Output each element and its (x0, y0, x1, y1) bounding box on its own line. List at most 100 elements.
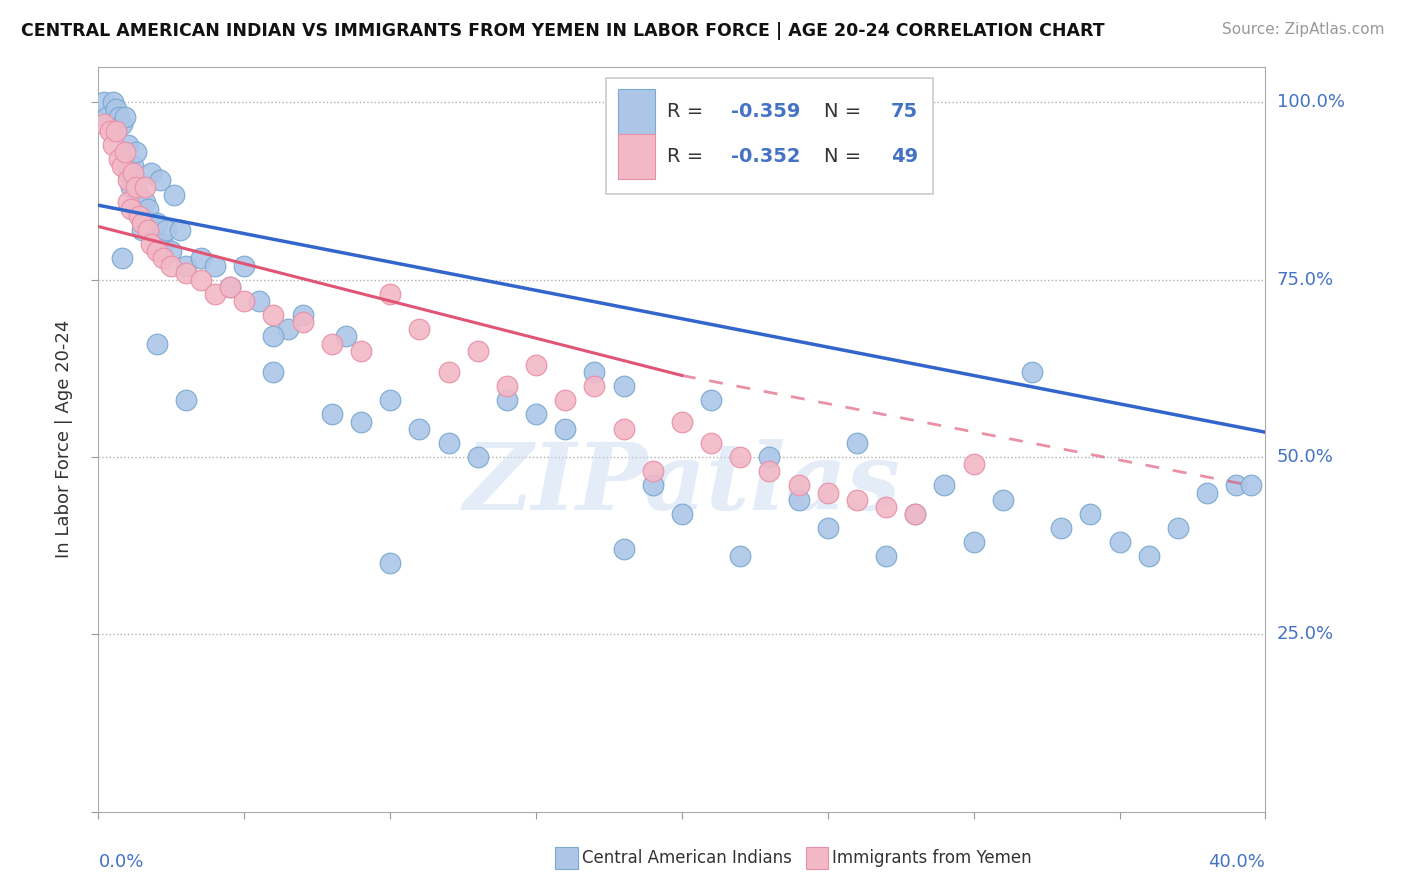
Text: 25.0%: 25.0% (1277, 625, 1334, 643)
Point (120, 180, 142, 194)
Point (1240, 478, 1263, 492)
Text: 75: 75 (891, 102, 918, 121)
Point (149, 173, 172, 187)
Point (467, 450, 489, 464)
Point (104, 103, 127, 117)
Point (962, 457, 984, 471)
Point (554, 393, 576, 408)
Point (128, 187, 150, 202)
Point (111, 252, 134, 266)
Point (671, 507, 693, 521)
FancyBboxPatch shape (617, 89, 655, 134)
Point (125, 180, 148, 194)
Text: N =: N = (824, 102, 868, 121)
Point (122, 166, 145, 180)
Point (291, 308, 314, 322)
Y-axis label: In Labor Force | Age 20-24: In Labor Force | Age 20-24 (55, 320, 73, 558)
Point (817, 521, 839, 535)
Point (233, 293, 256, 308)
Point (1137, 549, 1160, 564)
Point (122, 159, 145, 173)
Point (1167, 521, 1189, 535)
Point (160, 259, 183, 273)
Point (758, 450, 780, 464)
Point (146, 216, 169, 230)
Point (730, 549, 752, 564)
Point (117, 137, 139, 152)
Text: N =: N = (824, 147, 868, 166)
Point (277, 322, 299, 336)
Point (146, 336, 169, 351)
Text: -0.352: -0.352 (731, 147, 800, 166)
Point (671, 415, 693, 429)
Point (163, 187, 186, 202)
Text: 40.0%: 40.0% (1209, 854, 1265, 871)
Point (152, 237, 174, 252)
Point (437, 365, 460, 379)
Point (875, 500, 897, 514)
Point (136, 202, 159, 216)
Point (496, 379, 519, 393)
Point (524, 408, 547, 422)
Point (904, 507, 927, 521)
Point (846, 435, 869, 450)
Text: R =: R = (666, 102, 709, 121)
Point (524, 358, 547, 372)
Point (787, 492, 810, 507)
Point (134, 194, 156, 209)
Point (321, 408, 343, 422)
Point (262, 329, 284, 343)
Point (174, 266, 197, 280)
Point (93, 95, 115, 110)
Point (142, 223, 165, 237)
Point (730, 450, 752, 464)
Point (291, 315, 314, 329)
Point (380, 393, 402, 408)
Point (700, 393, 723, 408)
Text: 75.0%: 75.0% (1277, 270, 1334, 289)
Point (131, 223, 153, 237)
Point (117, 173, 139, 187)
Point (190, 273, 212, 287)
Text: Source: ZipAtlas.com: Source: ZipAtlas.com (1222, 22, 1385, 37)
Point (146, 244, 169, 259)
Text: R =: R = (666, 147, 709, 166)
Point (233, 259, 256, 273)
Point (380, 557, 402, 571)
Point (875, 549, 897, 564)
Text: 0.0%: 0.0% (98, 854, 143, 871)
Point (934, 478, 956, 492)
Point (350, 415, 373, 429)
Point (218, 280, 240, 294)
Point (1108, 535, 1130, 549)
Point (262, 365, 284, 379)
Point (787, 478, 810, 492)
Point (136, 223, 159, 237)
Point (612, 379, 634, 393)
Point (134, 180, 156, 194)
Point (467, 343, 489, 358)
Point (700, 435, 723, 450)
Point (160, 244, 183, 259)
Point (1021, 365, 1043, 379)
Point (114, 110, 136, 124)
Point (1050, 521, 1073, 535)
Point (104, 124, 127, 138)
Point (817, 485, 839, 500)
Point (174, 259, 197, 273)
Point (139, 166, 162, 180)
Point (408, 422, 430, 436)
Point (204, 286, 226, 301)
Point (190, 252, 212, 266)
Text: -0.359: -0.359 (731, 102, 800, 121)
Point (1225, 478, 1247, 492)
Point (169, 223, 191, 237)
Point (262, 308, 284, 322)
Text: 50.0%: 50.0% (1277, 448, 1333, 466)
Point (962, 535, 984, 549)
Point (174, 393, 197, 408)
Point (1195, 485, 1218, 500)
Text: ZIPatlas: ZIPatlas (464, 439, 900, 529)
Point (554, 422, 576, 436)
Point (120, 202, 142, 216)
